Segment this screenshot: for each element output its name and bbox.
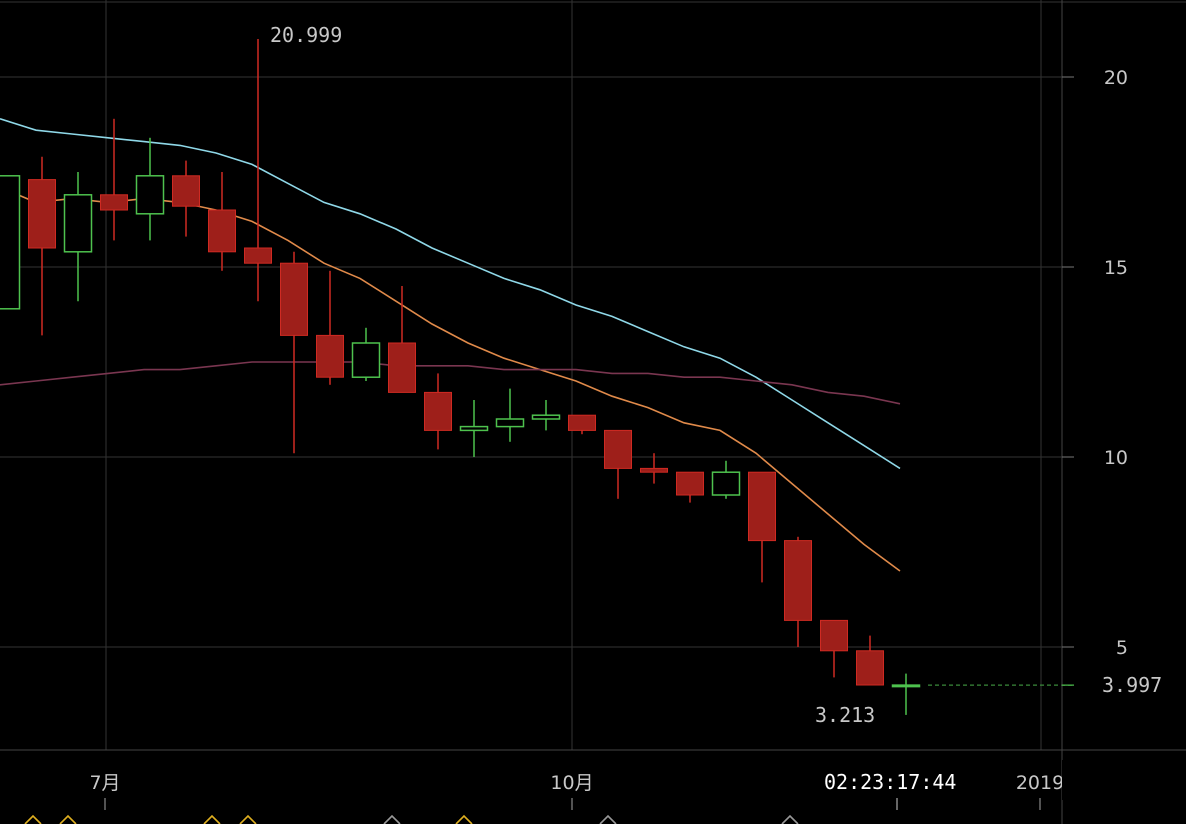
x-tick-label: 10月	[550, 772, 593, 794]
candle	[640, 453, 668, 484]
last-price-label: 3.997	[1102, 673, 1162, 697]
axis-clip-mask	[1062, 760, 1186, 800]
candle	[711, 460, 741, 499]
candle	[820, 619, 848, 678]
candle-body	[0, 175, 21, 310]
candle-body	[568, 414, 596, 431]
candle	[531, 400, 561, 431]
candle-body	[280, 262, 308, 336]
candle-body	[748, 471, 776, 542]
candle	[244, 39, 272, 302]
candle-body	[459, 425, 489, 432]
candle-body	[891, 684, 921, 688]
candle-body	[28, 179, 56, 249]
candle-body	[784, 540, 812, 621]
event-marker-icon[interactable]	[239, 814, 257, 824]
low-price-label: 3.213	[815, 703, 875, 727]
event-marker-icon[interactable]	[59, 814, 77, 824]
y-tick-label: 5	[1116, 637, 1128, 659]
candles	[0, 39, 921, 715]
event-markers	[24, 814, 799, 824]
candle-body	[351, 342, 381, 378]
candle	[891, 673, 921, 715]
y-tick-label: 15	[1104, 257, 1128, 279]
event-marker-icon[interactable]	[203, 814, 221, 824]
candle-body	[820, 619, 848, 652]
candle-body	[604, 429, 632, 469]
event-marker-icon[interactable]	[455, 814, 473, 824]
candle	[856, 635, 884, 686]
candle	[63, 172, 93, 302]
high-price-label: 20.999	[270, 23, 342, 47]
countdown-timer: 02:23:17:44	[824, 770, 956, 794]
candle	[604, 429, 632, 499]
candle	[676, 471, 704, 503]
candle-body	[135, 175, 165, 215]
event-marker-icon[interactable]	[781, 814, 799, 824]
candle	[748, 471, 776, 583]
candle	[568, 414, 596, 435]
candle-body	[172, 175, 200, 207]
candle	[316, 270, 344, 385]
candle	[208, 172, 236, 271]
candle	[172, 160, 200, 237]
x-tick-label: 2019	[1016, 772, 1064, 794]
candle	[280, 251, 308, 454]
y-tick-label: 20	[1104, 67, 1128, 89]
x-tick-label: 7月	[89, 772, 120, 794]
candle-body	[424, 391, 452, 431]
candle-body	[388, 342, 416, 393]
y-tick-label: 10	[1104, 447, 1128, 469]
candle	[784, 536, 812, 647]
grid-lines	[0, 0, 1186, 750]
candle-body	[711, 471, 741, 496]
candle-body	[100, 194, 128, 211]
candle-body	[63, 194, 93, 253]
candle-body	[640, 467, 668, 473]
candle	[459, 400, 489, 457]
candle-body	[495, 418, 525, 428]
candle-body	[244, 247, 272, 264]
candle	[495, 388, 525, 442]
candle	[424, 373, 452, 450]
moving-average-line	[0, 361, 901, 405]
candle	[135, 137, 165, 241]
event-marker-icon[interactable]	[24, 814, 42, 824]
candle	[0, 175, 21, 310]
candle	[28, 156, 56, 336]
candle-body	[316, 334, 344, 378]
candle	[388, 286, 416, 393]
candle-body	[676, 471, 704, 496]
candle	[100, 118, 128, 241]
event-marker-icon[interactable]	[383, 814, 401, 824]
candle-body	[531, 414, 561, 420]
candle	[351, 327, 381, 381]
candle-body	[208, 209, 236, 253]
candle-body	[856, 650, 884, 686]
event-marker-icon[interactable]	[599, 814, 617, 824]
